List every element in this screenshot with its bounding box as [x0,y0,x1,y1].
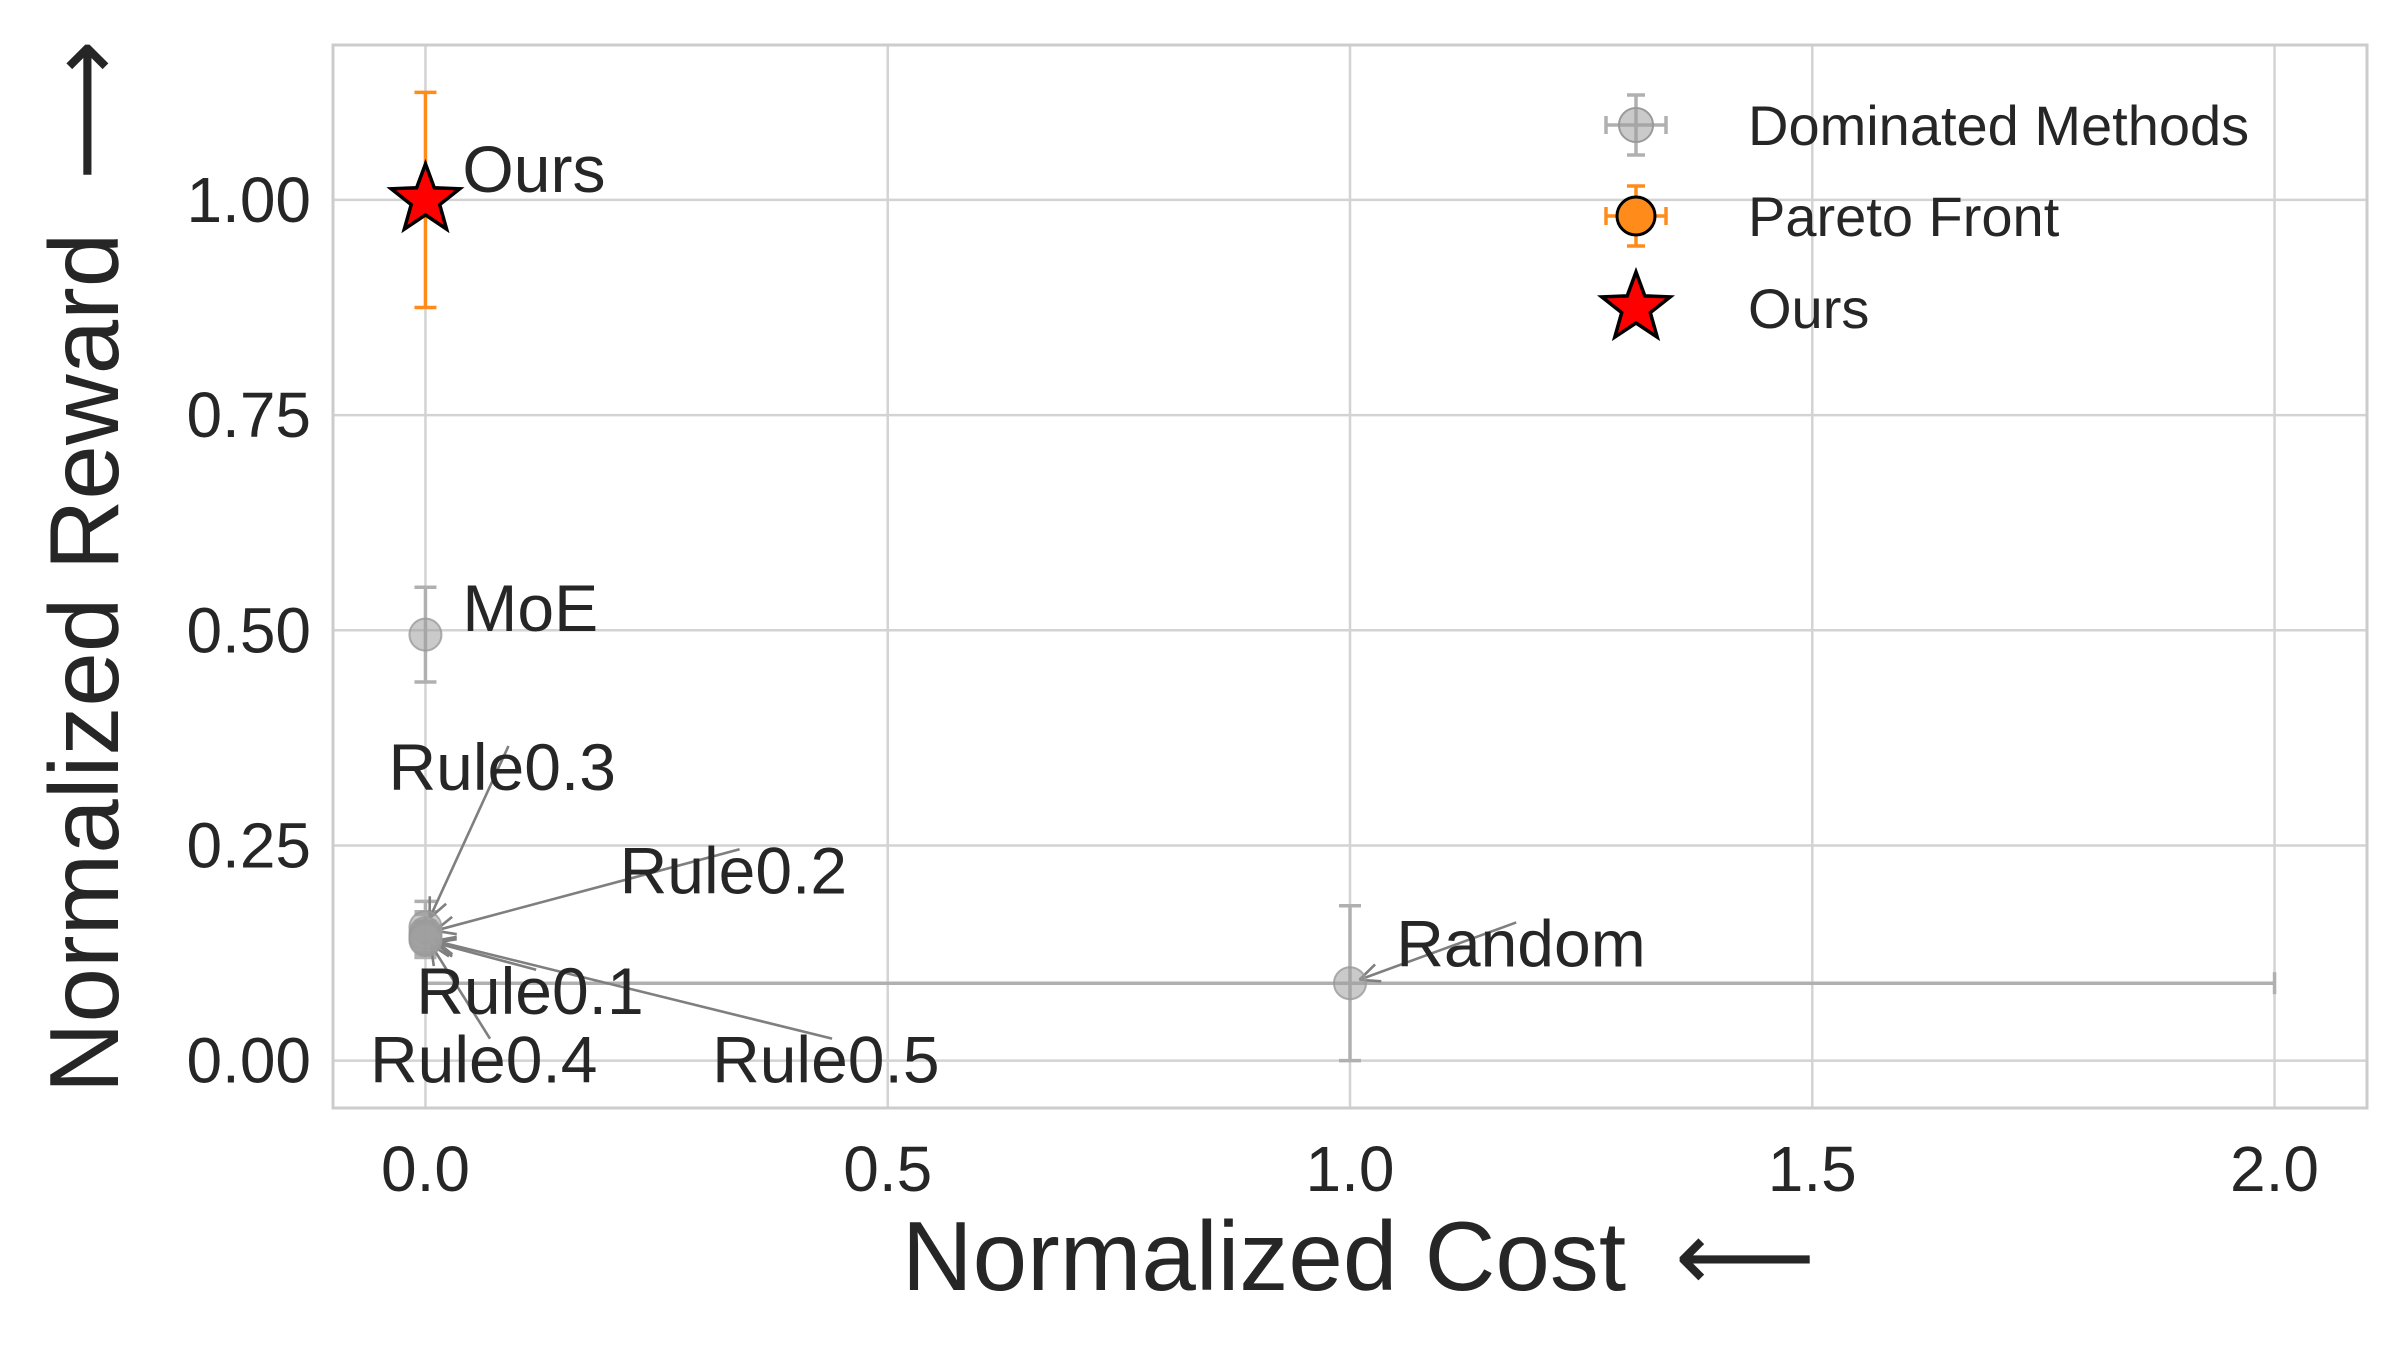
annotation-arrow [428,745,510,919]
y-tick-label: 0.00 [186,1025,311,1097]
y-tick-label: 0.25 [186,809,311,881]
legend-item-ours: Ours [1596,266,1869,342]
dominated-point-moe [408,617,443,652]
annotation-label: Random [1396,906,1645,980]
legend-label: Ours [1748,277,1869,340]
legend-star-marker [1596,266,1676,342]
y-axis-arrow-glyph: ⟶ [29,40,139,181]
y-axis-label: Normalized Reward [29,233,139,1094]
annotation-arrow [1358,921,1517,981]
legend: Dominated Methods Pareto Front Ours [1596,93,2249,342]
plot-area-frame [331,43,2369,1110]
legend-label: Dominated Methods [1748,94,2249,157]
legend-item-pareto-front: Pareto Front [1604,184,2060,248]
y-axis-ticks: 0.00 0.25 0.50 0.75 1.00 [186,164,311,1097]
x-tick-label: 1.0 [1306,1133,1395,1205]
x-tick-label: 0.5 [843,1133,932,1205]
x-tick-label: 0.0 [381,1133,470,1205]
annotation-arrow [429,943,492,1040]
legend-dominated-marker [1618,107,1654,143]
y-tick-label: 1.00 [186,164,311,236]
annotation-arrow [434,939,833,1040]
annotation-arrow [434,941,537,972]
annotation-arrows [428,745,1517,1040]
ours-star-marker [386,158,465,234]
annotation-label: Rule0.1 [416,954,644,1028]
dominated-point-random [1333,966,1367,1001]
annotation-label: Rule0.2 [620,833,848,907]
legend-label: Pareto Front [1748,185,2060,248]
x-tick-label: 2.0 [2230,1133,2319,1205]
x-axis-label: Normalized Cost [902,1201,1626,1311]
legend-item-dominated-methods: Dominated Methods [1604,93,2249,157]
x-tick-label: 1.5 [1768,1133,1857,1205]
annotation-label: Rule0.5 [712,1023,940,1097]
x-axis-ticks: 0.0 0.5 1.0 1.5 2.0 [381,1133,2319,1205]
annotation-arrow [434,848,740,932]
y-tick-label: 0.75 [186,379,311,451]
data-points [386,158,1367,1001]
legend-pareto-marker [1615,195,1657,237]
annotation-label: Rule0.4 [370,1023,598,1097]
annotation-label: Ours [462,132,605,206]
x-axis-arrow-glyph: ⟵ [1675,1201,1816,1311]
y-tick-label: 0.50 [186,594,311,666]
dominated-point-rule05 [408,921,443,956]
annotation-label: MoE [462,571,598,645]
annotation-label: Rule0.3 [388,730,616,804]
